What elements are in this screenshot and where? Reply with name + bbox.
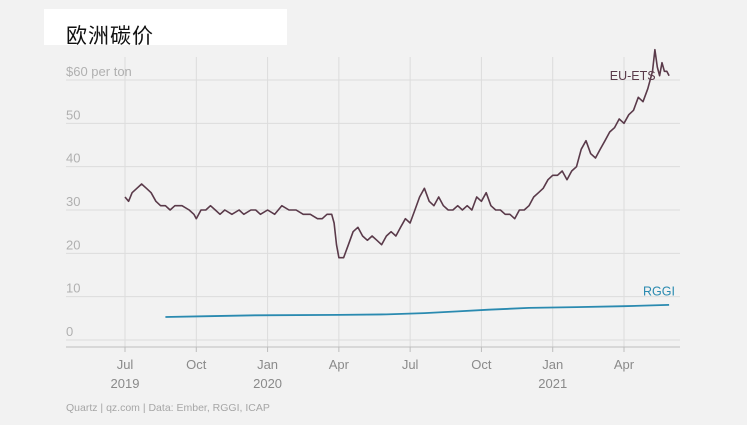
y-tick-label: $60 per ton	[66, 64, 132, 79]
y-tick-label: 30	[66, 194, 80, 209]
y-tick-label: 20	[66, 237, 80, 252]
series-label-rggi: RGGI	[643, 284, 675, 298]
x-tick-label: Apr	[329, 357, 350, 372]
title-background	[44, 9, 287, 45]
x-tick-label: Jul	[402, 357, 419, 372]
chart-title: 欧洲碳价	[66, 24, 154, 48]
series-group	[124, 48, 670, 318]
series-line-rggi	[165, 304, 670, 318]
x-tick-label: Jul	[117, 357, 134, 372]
y-tick-label: 10	[66, 281, 80, 296]
labels-group: EU-ETS RGGI	[610, 69, 675, 298]
y-tick-label: 40	[66, 151, 80, 166]
y-tick-label: 50	[66, 107, 80, 122]
x-tick-year-label: 2021	[538, 376, 567, 391]
x-tick-year-label: 2020	[253, 376, 282, 391]
y-tick-label: 0	[66, 324, 73, 339]
grid	[66, 57, 680, 347]
series-label-eu-ets: EU-ETS	[610, 69, 656, 83]
x-tick-label: Oct	[471, 357, 492, 372]
x-tick-label: Oct	[186, 357, 207, 372]
x-tick-label: Jan	[257, 357, 278, 372]
source-note: Quartz | qz.com | Data: Ember, RGGI, ICA…	[66, 402, 270, 414]
x-tick-label: Apr	[614, 357, 635, 372]
x-tick-year-label: 2019	[111, 376, 140, 391]
series-line-eu-ets	[124, 48, 670, 259]
x-tick-label: Jan	[542, 357, 563, 372]
axes: 0 10 20 30 40 50 $60 per ton Jul 2019 Oct Jan 2020 A…	[66, 64, 680, 391]
